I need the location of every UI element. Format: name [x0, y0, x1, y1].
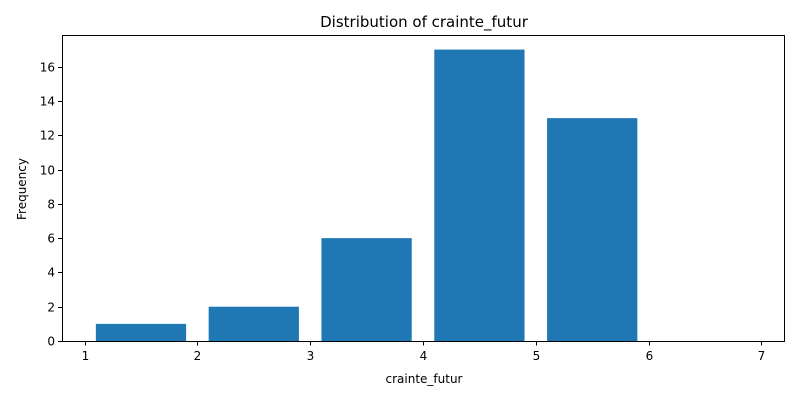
y-tick-label: 12 — [40, 129, 55, 143]
y-tick-label: 4 — [47, 266, 55, 280]
y-tick-label: 8 — [47, 198, 55, 212]
histogram-bar-5 — [547, 118, 638, 342]
x-tick-label: 6 — [646, 349, 654, 363]
y-tick-label: 10 — [40, 164, 55, 178]
y-tick-label: 0 — [47, 335, 55, 349]
y-tick-label: 2 — [47, 301, 55, 315]
histogram-bar-3 — [321, 238, 412, 341]
x-tick-label: 2 — [194, 349, 202, 363]
x-tick-label: 5 — [533, 349, 541, 363]
bars-layer — [95, 49, 638, 342]
y-axis-label: Frequency — [15, 158, 29, 220]
y-tick-label: 6 — [47, 232, 55, 246]
x-tick-label: 3 — [307, 349, 315, 363]
x-tick-label: 4 — [420, 349, 428, 363]
histogram-bar-1 — [95, 323, 187, 341]
y-tick-label: 16 — [40, 61, 55, 75]
histogram-bar-4 — [434, 49, 525, 341]
x-axis: 1 2 3 4 5 6 7 — [82, 341, 766, 363]
x-tick-label: 7 — [758, 349, 766, 363]
x-axis-label: crainte_futur — [386, 372, 463, 386]
chart-title: Distribution of crainte_futur — [320, 13, 529, 32]
x-tick-label: 1 — [82, 349, 90, 363]
histogram-bar-2 — [208, 306, 299, 341]
y-axis: 0 2 4 6 8 10 12 14 16 — [40, 61, 63, 349]
y-tick-label: 14 — [40, 95, 55, 109]
plot-frame — [62, 35, 785, 342]
